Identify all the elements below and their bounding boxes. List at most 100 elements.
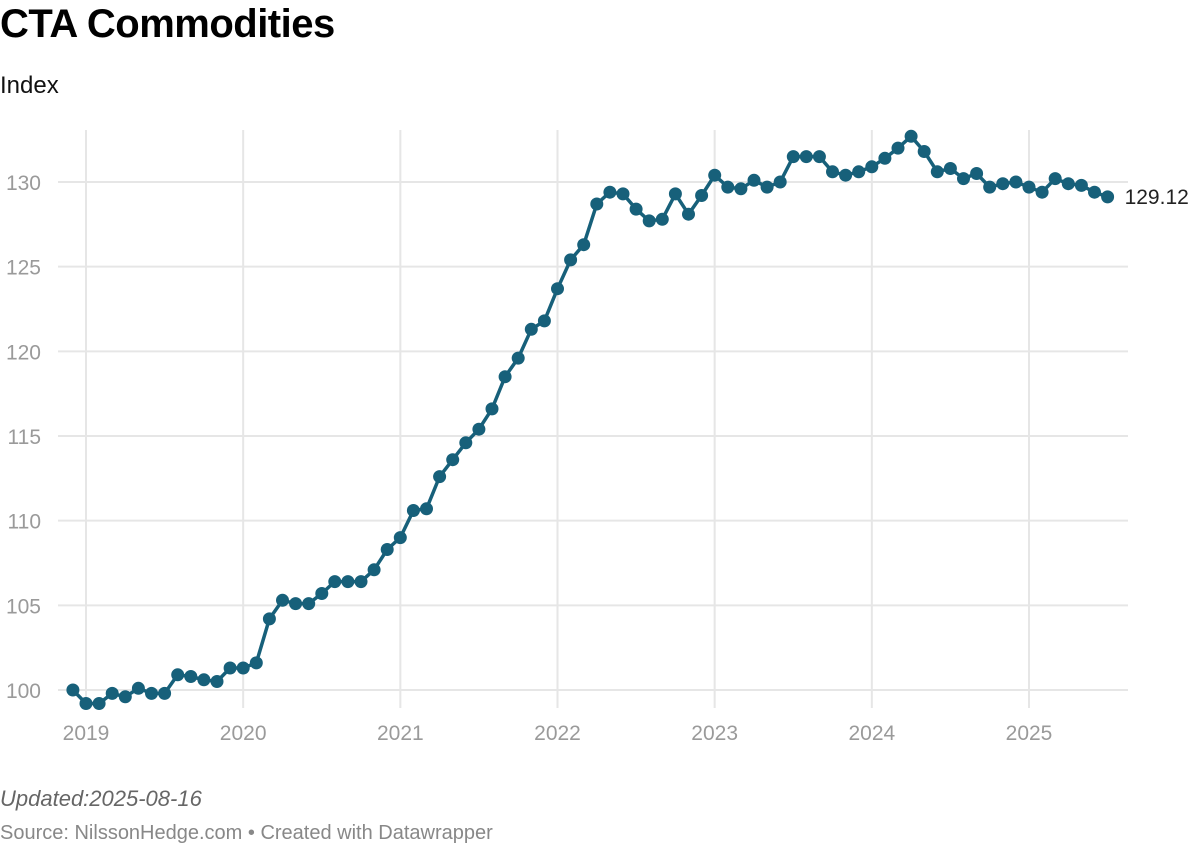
data-point bbox=[878, 151, 892, 165]
y-tick-label: 100 bbox=[6, 680, 41, 703]
data-point bbox=[498, 370, 512, 384]
data-point bbox=[315, 587, 329, 600]
y-tick-label: 105 bbox=[6, 595, 41, 618]
data-point bbox=[105, 686, 119, 700]
data-point bbox=[1048, 172, 1062, 186]
data-point bbox=[917, 145, 931, 158]
data-point bbox=[485, 402, 499, 416]
data-point bbox=[590, 197, 604, 211]
chart-subtitle: Index bbox=[0, 72, 59, 99]
data-point bbox=[118, 690, 132, 704]
data-point bbox=[197, 673, 211, 687]
data-point bbox=[616, 187, 630, 201]
x-tick-label: 2020 bbox=[220, 722, 267, 745]
data-point bbox=[145, 686, 158, 700]
data-point bbox=[930, 165, 944, 179]
data-point bbox=[957, 172, 970, 186]
updated-date: Updated:2025-08-16 bbox=[0, 786, 202, 811]
source-credit: Source: NilssonHedge.com • Created with … bbox=[0, 822, 493, 844]
data-point bbox=[603, 185, 617, 199]
data-point bbox=[79, 697, 93, 710]
y-axis-ticks: 100 105 110 115 120 125 130 bbox=[6, 172, 41, 703]
data-point bbox=[66, 683, 80, 697]
data-point bbox=[760, 180, 774, 194]
x-tick-label: 2025 bbox=[1006, 722, 1053, 745]
data-point bbox=[891, 141, 905, 155]
series-line bbox=[71, 134, 1110, 706]
y-tick-label: 130 bbox=[6, 172, 41, 195]
x-tick-label: 2023 bbox=[691, 722, 738, 745]
data-point bbox=[1009, 175, 1023, 189]
data-point bbox=[1022, 180, 1036, 194]
data-point bbox=[577, 238, 591, 252]
data-point bbox=[524, 322, 538, 336]
data-point bbox=[852, 165, 866, 179]
data-point bbox=[747, 173, 761, 187]
y-tick-label: 125 bbox=[6, 257, 41, 280]
data-point bbox=[1088, 185, 1101, 199]
x-axis-ticks: 2019 2020 2021 2022 2023 2024 2025 bbox=[63, 722, 1053, 745]
data-point bbox=[551, 282, 564, 296]
data-point bbox=[1074, 178, 1088, 192]
data-point bbox=[1061, 177, 1075, 191]
x-tick-label: 2019 bbox=[63, 722, 110, 745]
y-tick-label: 120 bbox=[6, 341, 41, 364]
data-point bbox=[249, 656, 263, 670]
data-point bbox=[839, 168, 853, 182]
data-point bbox=[996, 177, 1010, 191]
data-point bbox=[420, 502, 433, 516]
data-point bbox=[302, 597, 316, 611]
data-point bbox=[655, 212, 669, 226]
last-value-label: 129.12 bbox=[1125, 186, 1189, 209]
data-point bbox=[812, 150, 826, 164]
data-point bbox=[799, 150, 813, 164]
data-point bbox=[289, 597, 303, 611]
data-point bbox=[682, 207, 695, 221]
data-point bbox=[459, 436, 473, 450]
data-point bbox=[210, 675, 224, 688]
x-tick-label: 2021 bbox=[377, 722, 424, 745]
data-point bbox=[446, 453, 460, 467]
data-point bbox=[158, 686, 172, 700]
data-point bbox=[668, 187, 682, 201]
data-point bbox=[629, 202, 643, 216]
data-point bbox=[184, 670, 198, 683]
data-point bbox=[236, 661, 250, 675]
data-point bbox=[380, 543, 394, 556]
data-point bbox=[433, 470, 447, 484]
data-point bbox=[642, 214, 656, 228]
data-point bbox=[511, 351, 525, 365]
x-tick-label: 2022 bbox=[534, 722, 581, 745]
series-layer bbox=[66, 129, 1115, 710]
chart-title: CTA Commodities bbox=[0, 2, 335, 46]
data-point bbox=[171, 668, 185, 682]
data-point bbox=[367, 563, 381, 577]
data-point bbox=[328, 575, 342, 589]
data-point bbox=[970, 167, 984, 180]
data-point bbox=[773, 175, 787, 189]
data-point bbox=[354, 575, 368, 589]
y-tick-label: 115 bbox=[8, 426, 41, 449]
data-point bbox=[406, 504, 420, 517]
data-point bbox=[472, 422, 486, 436]
grid bbox=[58, 130, 1128, 708]
data-point bbox=[786, 150, 800, 164]
data-point bbox=[223, 661, 237, 675]
y-tick-label: 110 bbox=[8, 511, 41, 534]
data-point bbox=[92, 697, 106, 710]
data-point bbox=[983, 180, 997, 194]
data-point bbox=[1035, 185, 1049, 199]
x-tick-label: 2024 bbox=[848, 722, 895, 745]
data-point bbox=[734, 182, 748, 196]
data-point bbox=[904, 129, 918, 143]
data-point bbox=[826, 165, 839, 179]
data-point bbox=[943, 162, 957, 175]
data-point bbox=[393, 531, 407, 545]
data-point bbox=[695, 189, 709, 202]
data-point bbox=[865, 160, 879, 174]
data-point bbox=[708, 168, 722, 182]
data-point bbox=[131, 681, 145, 695]
data-point bbox=[537, 314, 551, 328]
data-point bbox=[262, 612, 276, 626]
